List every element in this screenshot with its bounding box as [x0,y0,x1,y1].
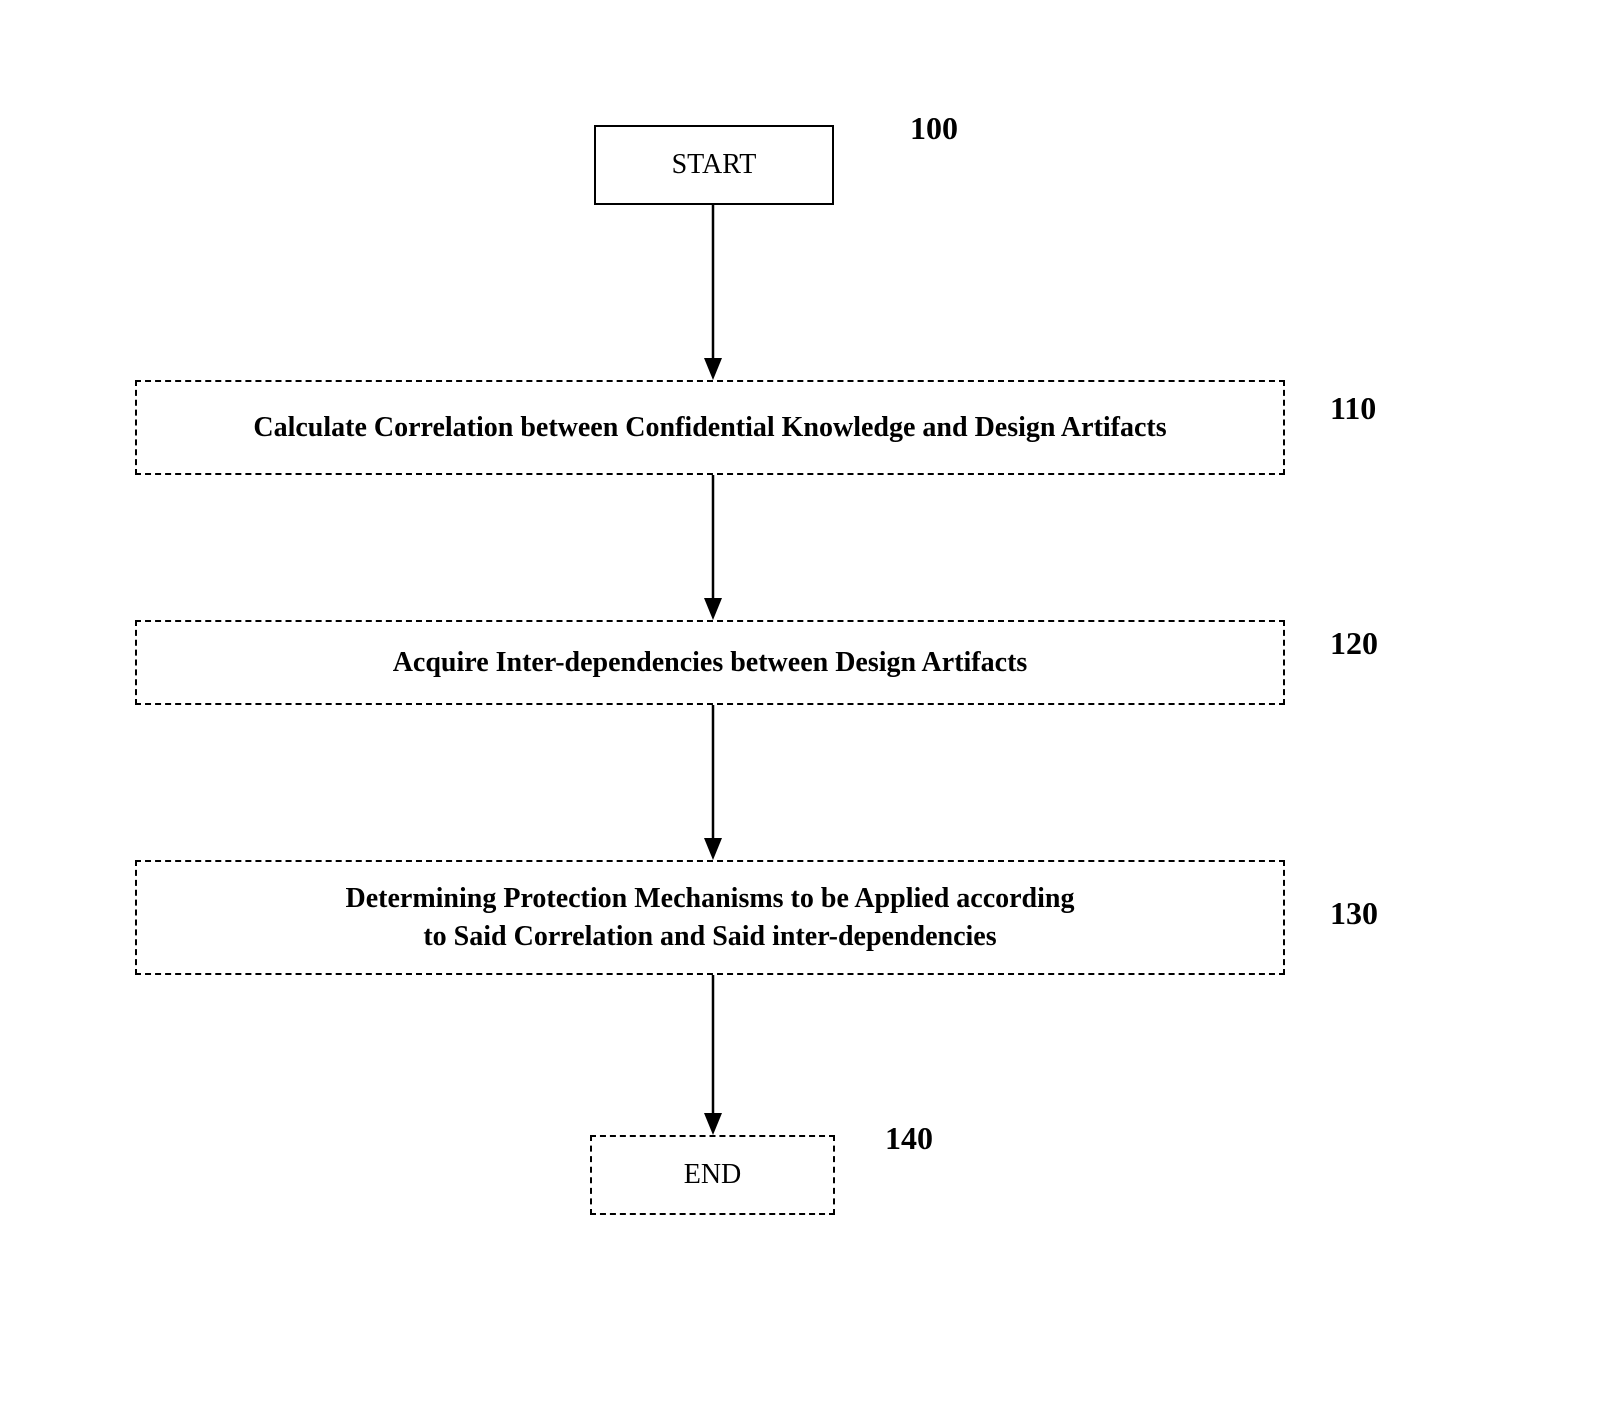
edge-step1-step2 [683,475,743,620]
flowchart-canvas: START 100 Calculate Correlation between Co… [0,0,1613,1414]
edge-step3-end [683,975,743,1135]
node-end: END [590,1135,835,1215]
node-start: START [594,125,834,205]
node-step3: Determining Protection Mechanisms to be … [135,860,1285,975]
node-step3-ref: 130 [1330,895,1378,932]
node-step3-text: Determining Protection Mechanisms to be … [328,874,1093,962]
node-step1: Calculate Correlation between Confidenti… [135,380,1285,475]
node-step2: Acquire Inter-dependencies between Desig… [135,620,1285,705]
node-step2-ref: 120 [1330,625,1378,662]
edge-step2-step3 [683,705,743,860]
node-step1-ref: 110 [1330,390,1376,427]
node-end-ref: 140 [885,1120,933,1157]
edge-start-step1 [683,205,743,380]
node-start-text: START [654,140,775,190]
node-step1-text: Calculate Correlation between Confidenti… [235,403,1184,453]
node-start-ref: 100 [910,110,958,147]
node-end-text: END [666,1150,760,1200]
node-step2-text: Acquire Inter-dependencies between Desig… [375,638,1046,688]
